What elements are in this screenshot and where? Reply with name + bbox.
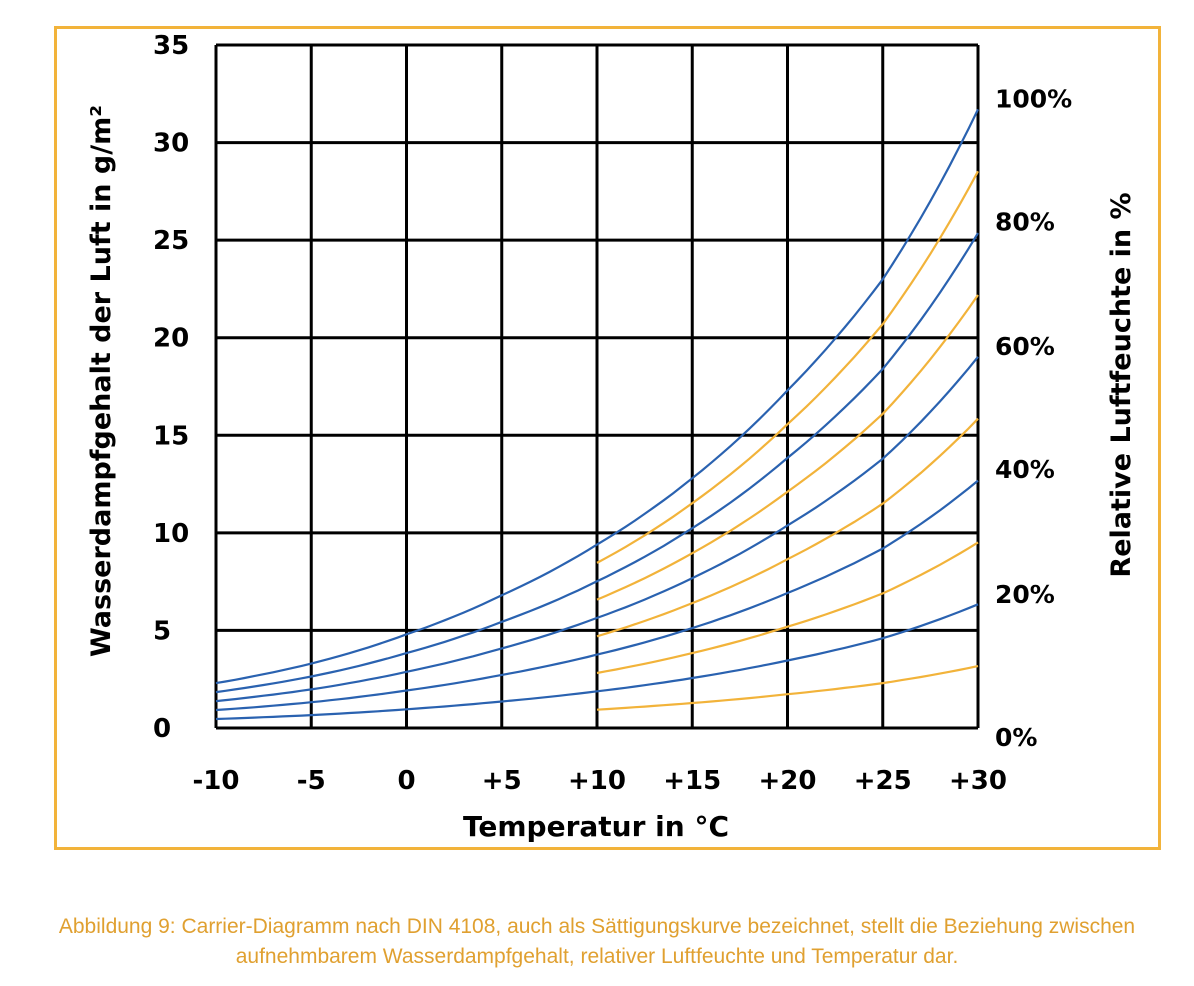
y-axis-label: Wasserdampfgehalt der Luft in g/m² bbox=[86, 105, 117, 657]
curve-rh-70 bbox=[596, 294, 979, 601]
y-tick-label: 0 bbox=[153, 714, 171, 744]
y-tick-labels: 0 5 10 15 20 25 30 35 bbox=[153, 31, 189, 744]
y2-tick-labels: 100% 80% 60% 40% 20% 0% bbox=[995, 84, 1072, 752]
y2-tick-label: 40% bbox=[995, 455, 1055, 484]
y2-tick-label: 60% bbox=[995, 332, 1055, 361]
x-tick-labels: -10 -5 0 +5 +10 +15 +20 +25 +30 bbox=[193, 766, 1007, 796]
carrier-diagram: -10 -5 0 +5 +10 +15 +20 +25 +30 0 5 10 15 20 25 30 35 1… bbox=[86, 31, 1137, 843]
x-tick-label: +20 bbox=[759, 766, 817, 796]
y-tick-label: 15 bbox=[153, 421, 189, 451]
curve-rh-80 bbox=[215, 232, 979, 694]
y-tick-label: 35 bbox=[153, 31, 189, 61]
y-tick-label: 5 bbox=[153, 616, 171, 646]
curve-rh-90 bbox=[596, 170, 979, 564]
x-tick-label: -10 bbox=[193, 766, 240, 796]
figure-caption: Abbildung 9: Carrier-Diagramm nach DIN 4… bbox=[58, 915, 1136, 968]
curve-rh-100 bbox=[215, 108, 979, 685]
y-tick-label: 10 bbox=[153, 519, 189, 549]
x-tick-label: +25 bbox=[854, 766, 912, 796]
y2-tick-label: 80% bbox=[995, 207, 1055, 236]
grid bbox=[214, 43, 980, 730]
x-tick-label: 0 bbox=[397, 766, 415, 796]
x-tick-label: +30 bbox=[949, 766, 1007, 796]
x-tick-label: +15 bbox=[663, 766, 721, 796]
curve-rh-60 bbox=[215, 356, 979, 703]
y-tick-label: 20 bbox=[153, 324, 189, 354]
curve-rh-50 bbox=[596, 417, 979, 638]
y2-tick-label: 0% bbox=[995, 723, 1037, 752]
curves bbox=[215, 108, 979, 721]
y2-tick-label: 20% bbox=[995, 580, 1055, 609]
figure-frame bbox=[54, 26, 1161, 850]
curve-rh-30 bbox=[596, 541, 979, 675]
curve-rh-10 bbox=[596, 665, 979, 711]
curve-rh-20 bbox=[215, 603, 979, 721]
y2-tick-label: 100% bbox=[995, 84, 1072, 113]
x-tick-label: +5 bbox=[482, 766, 522, 796]
x-tick-label: -5 bbox=[297, 766, 326, 796]
x-tick-label: +10 bbox=[568, 766, 626, 796]
x-axis-label: Temperatur in °C bbox=[463, 810, 729, 843]
y-tick-label: 30 bbox=[153, 129, 189, 159]
y2-axis-label: Relative Luftfeuchte in % bbox=[1106, 192, 1137, 577]
y-tick-label: 25 bbox=[153, 226, 189, 256]
curve-rh-40 bbox=[215, 479, 979, 712]
